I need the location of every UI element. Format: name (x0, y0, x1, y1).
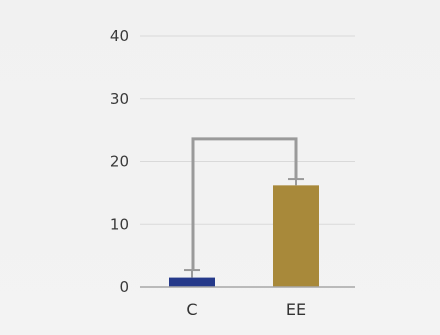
bar-ee (273, 185, 319, 287)
bars (169, 185, 319, 287)
error-bars (184, 178, 304, 278)
y-tick-label: 20 (110, 153, 129, 171)
y-tick-label: 0 (119, 278, 129, 296)
y-tick-label: 30 (110, 90, 129, 108)
significance-bracket-line (191, 137, 298, 271)
x-category-label: EE (286, 300, 306, 319)
bar-c (169, 277, 215, 287)
y-tick-label: 10 (110, 215, 129, 233)
significance-bracket (191, 137, 298, 271)
x-category-label: C (186, 300, 197, 319)
x-category-labels: C EE (186, 300, 306, 319)
grid-lines (140, 35, 355, 225)
y-tick-label: 40 (110, 27, 129, 45)
y-tick-labels: 0 10 20 30 40 (110, 27, 129, 296)
